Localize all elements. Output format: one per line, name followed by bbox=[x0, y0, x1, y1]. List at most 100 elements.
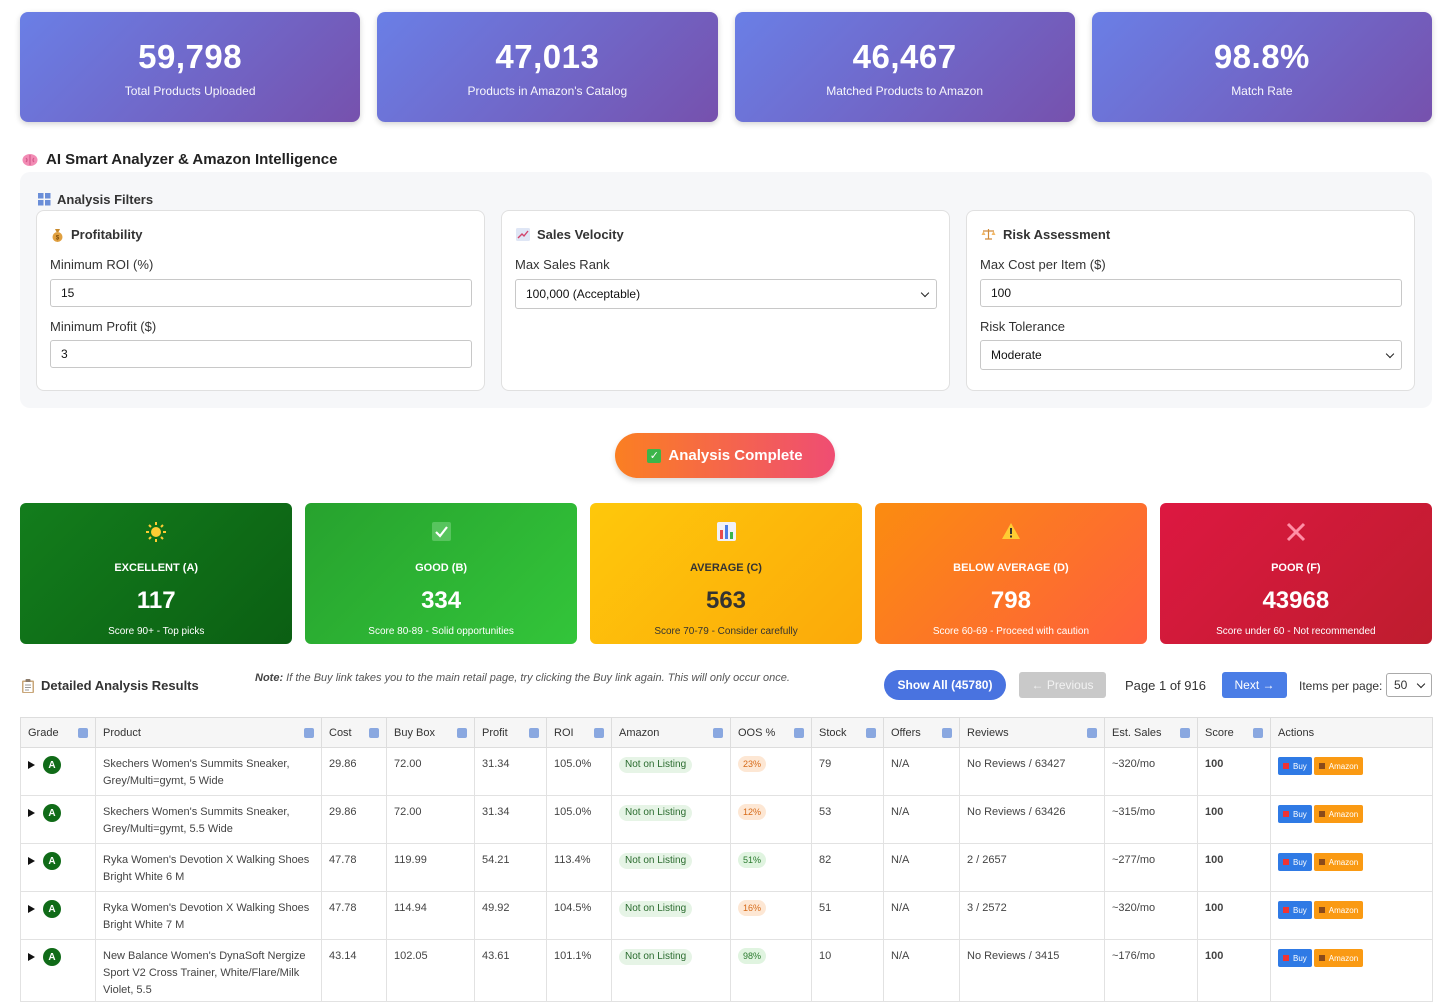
reviews-cell: No Reviews / 63427 bbox=[959, 747, 1105, 796]
min-roi-input[interactable]: 15 bbox=[50, 279, 472, 307]
reviews-cell: 2 / 2657 bbox=[959, 843, 1105, 892]
reviews-cell: No Reviews / 63426 bbox=[959, 795, 1105, 844]
amazon-button[interactable]: Amazon bbox=[1313, 853, 1364, 871]
min-profit-input[interactable]: 3 bbox=[50, 340, 472, 368]
expand-row-icon[interactable] bbox=[28, 857, 35, 865]
oos-badge: 16% bbox=[738, 900, 767, 916]
amazon-button[interactable]: Amazon bbox=[1313, 757, 1364, 775]
sort-icon[interactable] bbox=[457, 728, 467, 738]
sort-icon[interactable] bbox=[1180, 728, 1190, 738]
buy-button[interactable]: Buy bbox=[1278, 901, 1312, 919]
table-row[interactable]: A New Balance Women's DynaSoft Nergize Sp… bbox=[20, 939, 1433, 1002]
column-header-buy-box[interactable]: Buy Box bbox=[386, 717, 475, 748]
profit-cell: 54.21 bbox=[474, 843, 547, 892]
grade-card-below-average[interactable]: BELOW AVERAGE (D) 798 Score 60-69 - Proc… bbox=[874, 503, 1148, 644]
stock-cell: 10 bbox=[811, 939, 884, 1002]
table-row[interactable]: A Ryka Women's Devotion X Walking Shoes B… bbox=[20, 891, 1433, 940]
actions-cell: Buy Amazon bbox=[1270, 843, 1433, 892]
roi-cell: 105.0% bbox=[546, 795, 612, 844]
column-header-roi[interactable]: ROI bbox=[546, 717, 612, 748]
buy-button[interactable]: Buy bbox=[1278, 757, 1312, 775]
buy-box-cell: 119.99 bbox=[386, 843, 475, 892]
stat-label: Total Products Uploaded bbox=[124, 84, 256, 98]
sort-icon[interactable] bbox=[866, 728, 876, 738]
store-icon bbox=[1283, 907, 1289, 913]
amazon-status-badge: Not on Listing bbox=[619, 757, 693, 773]
buy-box-cell: 72.00 bbox=[386, 747, 475, 796]
grade-card-poor[interactable]: POOR (F) 43968 Score under 60 - Not reco… bbox=[1159, 503, 1433, 644]
sort-icon[interactable] bbox=[1087, 728, 1097, 738]
sort-icon[interactable] bbox=[794, 728, 804, 738]
next-page-button[interactable]: Next → bbox=[1222, 672, 1287, 698]
column-header-grade[interactable]: Grade bbox=[20, 717, 96, 748]
buy-button[interactable]: Buy bbox=[1278, 949, 1312, 967]
column-header-product[interactable]: Product bbox=[95, 717, 322, 748]
max-sales-rank-label: Max Sales Rank bbox=[515, 257, 610, 272]
column-header-offers[interactable]: Offers bbox=[883, 717, 960, 748]
previous-page-button[interactable]: ← Previous bbox=[1019, 672, 1106, 698]
sales-velocity-title-text: Sales Velocity bbox=[537, 227, 624, 242]
analysis-complete-button[interactable]: ✓ Analysis Complete bbox=[615, 433, 835, 478]
expand-row-icon[interactable] bbox=[28, 809, 35, 817]
amazon-cell: Not on Listing bbox=[611, 747, 731, 796]
filters-title: Analysis Filters bbox=[38, 192, 153, 207]
sort-icon[interactable] bbox=[369, 728, 379, 738]
expand-row-icon[interactable] bbox=[28, 905, 35, 913]
offers-cell: N/A bbox=[883, 891, 960, 940]
sort-icon[interactable] bbox=[529, 728, 539, 738]
sort-icon[interactable] bbox=[1253, 728, 1263, 738]
cross-icon bbox=[1160, 522, 1432, 542]
profit-cell: 49.92 bbox=[474, 891, 547, 940]
expand-row-icon[interactable] bbox=[28, 953, 35, 961]
column-header-score[interactable]: Score bbox=[1197, 717, 1271, 748]
product-cell: Ryka Women's Devotion X Walking Shoes Br… bbox=[95, 843, 322, 892]
buy-button[interactable]: Buy bbox=[1278, 853, 1312, 871]
table-row[interactable]: A Ryka Women's Devotion X Walking Shoes B… bbox=[20, 843, 1433, 892]
stat-value: 98.8% bbox=[1213, 38, 1310, 75]
analyzer-title: AI Smart Analyzer & Amazon Intelligence bbox=[22, 151, 337, 168]
sort-icon[interactable] bbox=[594, 728, 604, 738]
items-per-page-select[interactable]: 50 bbox=[1386, 673, 1432, 697]
amazon-button[interactable]: Amazon bbox=[1313, 805, 1364, 823]
amazon-button[interactable]: Amazon bbox=[1313, 949, 1364, 967]
amazon-button[interactable]: Amazon bbox=[1313, 901, 1364, 919]
column-header-stock[interactable]: Stock bbox=[811, 717, 884, 748]
column-header-est-sales[interactable]: Est. Sales bbox=[1104, 717, 1198, 748]
sort-icon[interactable] bbox=[713, 728, 723, 738]
stat-card-in-catalog: 47,013 Products in Amazon's Catalog bbox=[377, 12, 718, 122]
show-all-button[interactable]: Show All (45780) bbox=[884, 670, 1006, 700]
offers-cell: N/A bbox=[883, 843, 960, 892]
cost-cell: 47.78 bbox=[321, 891, 387, 940]
sort-icon[interactable] bbox=[304, 728, 314, 738]
amazon-cell: Not on Listing bbox=[611, 843, 731, 892]
column-header-reviews[interactable]: Reviews bbox=[959, 717, 1105, 748]
column-header-profit[interactable]: Profit bbox=[474, 717, 547, 748]
filter-grid-icon bbox=[38, 193, 51, 206]
grade-card-excellent[interactable]: EXCELLENT (A) 117 Score 90+ - Top picks bbox=[20, 503, 293, 644]
store-icon bbox=[1283, 955, 1289, 961]
grade-card-good[interactable]: GOOD (B) 334 Score 80-89 - Solid opportu… bbox=[304, 503, 578, 644]
max-cost-input[interactable]: 100 bbox=[980, 279, 1402, 307]
stat-card-total-uploaded: 59,798 Total Products Uploaded bbox=[20, 12, 361, 122]
store-icon bbox=[1283, 763, 1289, 769]
table-row[interactable]: A Skechers Women's Summits Sneaker, Grey/… bbox=[20, 747, 1433, 796]
grade-card-average[interactable]: AVERAGE (C) 563 Score 70-79 - Consider c… bbox=[589, 503, 863, 644]
table-row[interactable]: A Skechers Women's Summits Sneaker, Grey/… bbox=[20, 795, 1433, 844]
score-cell: 100 bbox=[1197, 843, 1271, 892]
actions-cell: Buy Amazon bbox=[1270, 795, 1433, 844]
sort-icon[interactable] bbox=[78, 728, 88, 738]
grade-desc: Score 70-79 - Consider carefully bbox=[654, 626, 798, 637]
column-header-cost[interactable]: Cost bbox=[321, 717, 387, 748]
sort-icon[interactable] bbox=[942, 728, 952, 738]
profitability-title-text: Profitability bbox=[71, 227, 143, 242]
stat-label: Match Rate bbox=[1231, 84, 1293, 98]
column-header-amazon[interactable]: Amazon bbox=[611, 717, 731, 748]
expand-row-icon[interactable] bbox=[28, 761, 35, 769]
column-header-oos[interactable]: OOS % bbox=[730, 717, 812, 748]
cost-cell: 43.14 bbox=[321, 939, 387, 1002]
sales-velocity-card: Sales Velocity Max Sales Rank 100,000 (A… bbox=[501, 210, 950, 391]
stat-value: 47,013 bbox=[495, 38, 600, 75]
buy-button[interactable]: Buy bbox=[1278, 805, 1312, 823]
risk-tolerance-select[interactable]: Moderate bbox=[980, 340, 1402, 370]
max-sales-rank-select[interactable]: 100,000 (Acceptable) bbox=[515, 279, 937, 309]
